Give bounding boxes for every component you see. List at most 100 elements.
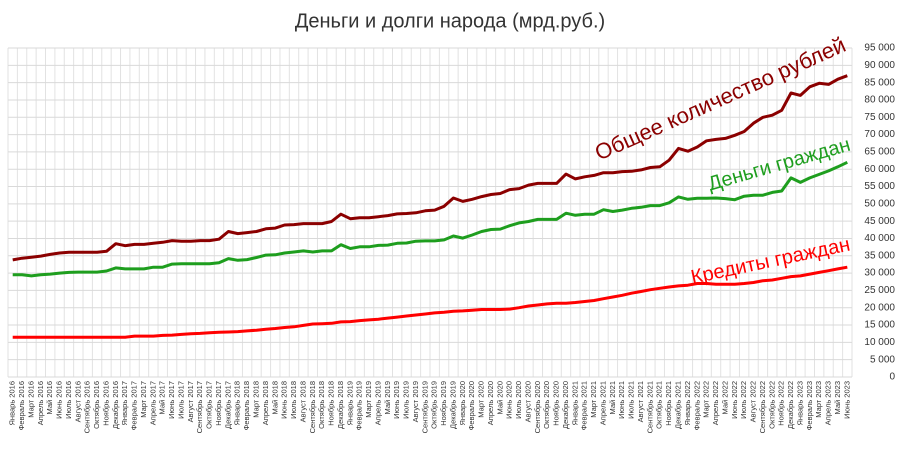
x-tick-label: Март 2019	[364, 381, 373, 418]
x-tick-label: Январь 2019	[345, 381, 354, 425]
x-tick-label: Ноябрь 2020	[552, 381, 561, 426]
x-tick-label: Март 2022	[702, 381, 711, 418]
x-tick-label: Март 2016	[26, 381, 35, 418]
y-tick-label: 40 000	[864, 233, 895, 244]
x-tick-label: Май 2023	[833, 381, 842, 414]
x-tick-label: Декабрь 2020	[561, 381, 570, 429]
x-tick-label: Октябрь 2022	[767, 381, 776, 429]
x-tick-label: Декабрь 2017	[223, 381, 232, 429]
x-tick-label: Апрель 2019	[373, 381, 382, 425]
x-tick-label: Апрель 2017	[148, 381, 157, 425]
x-tick-label: Ноябрь 2017	[214, 381, 223, 426]
x-tick-label: Август 2018	[298, 381, 307, 422]
x-tick-label: Октябрь 2018	[317, 381, 326, 429]
x-tick-label: Октябрь 2017	[205, 381, 214, 429]
x-tick-label: Апрель 2016	[36, 381, 45, 425]
x-tick-label: Июль 2022	[739, 381, 748, 419]
y-tick-label: 65 000	[864, 147, 895, 158]
x-tick-label: Апрель 2023	[824, 381, 833, 425]
x-tick-label: Январь 2018	[233, 381, 242, 425]
x-tick-label: Октябрь 2019	[430, 381, 439, 429]
x-tick-label: Июль 2020	[514, 381, 523, 419]
x-tick-label: Июнь 2021	[617, 381, 626, 419]
x-tick-label: Июнь 2017	[167, 381, 176, 419]
y-tick-label: 50 000	[864, 198, 895, 209]
x-tick-label: Февраль 2018	[242, 381, 251, 430]
x-tick-label: Ноябрь 2018	[327, 381, 336, 426]
series-line	[12, 160, 848, 278]
y-tick-label: 0	[889, 372, 895, 383]
x-tick-label: Сентябрь 2018	[308, 381, 317, 433]
x-tick-label: Март 2018	[251, 381, 260, 418]
y-tick-label: 25 000	[864, 285, 895, 296]
x-tick-label: Июль 2017	[176, 381, 185, 419]
y-tick-label: 70 000	[864, 129, 895, 140]
x-tick-label: Февраль 2016	[17, 381, 26, 430]
x-tick-label: Февраль 2017	[130, 381, 139, 430]
x-tick-label: Сентябрь 2016	[83, 381, 92, 433]
x-tick-label: Октябрь 2020	[542, 381, 551, 429]
x-tick-label: Июль 2021	[627, 381, 636, 419]
x-tick-label: Август 2017	[186, 381, 195, 422]
series-line	[12, 74, 848, 262]
x-tick-label: Апрель 2020	[486, 381, 495, 425]
x-tick-label: Март 2021	[589, 381, 598, 418]
x-tick-label: Май 2022	[720, 381, 729, 414]
x-tick-label: Январь 2021	[570, 381, 579, 425]
x-tick-label: Ноябрь 2022	[777, 381, 786, 426]
x-tick-label: Апрель 2021	[598, 381, 607, 425]
x-tick-label: Июнь 2022	[730, 381, 739, 419]
x-tick-label: Май 2018	[270, 381, 279, 414]
x-tick-label: Июль 2019	[402, 381, 411, 419]
x-tick-label: Июнь 2019	[392, 381, 401, 419]
x-tick-label: Февраль 2023	[805, 381, 814, 430]
y-tick-label: 80 000	[864, 95, 895, 106]
x-tick-label: Май 2021	[608, 381, 617, 414]
x-tick-label: Февраль 2022	[692, 381, 701, 430]
y-tick-label: 5 000	[870, 354, 895, 365]
x-tick-label: Май 2017	[158, 381, 167, 414]
x-tick-label: Август 2020	[523, 381, 532, 422]
x-tick-label: Апрель 2018	[261, 381, 270, 425]
x-tick-label: Декабрь 2019	[448, 381, 457, 429]
x-tick-label: Февраль 2020	[467, 381, 476, 430]
y-tick-label: 10 000	[864, 337, 895, 348]
x-tick-label: Июль 2016	[64, 381, 73, 419]
x-tick-label: Январь 2023	[795, 381, 804, 425]
chart-title: Деньги и долги народа (мрд.руб.)	[295, 10, 605, 32]
x-tick-label: Июль 2018	[289, 381, 298, 419]
x-tick-label: Октябрь 2016	[92, 381, 101, 429]
x-tick-label: Декабрь 2022	[786, 381, 795, 429]
y-tick-label: 15 000	[864, 320, 895, 331]
x-tick-label: Июнь 2016	[55, 381, 64, 419]
x-tick-label: Май 2016	[45, 381, 54, 414]
x-tick-label: Февраль 2019	[355, 381, 364, 430]
x-tick-label: Декабрь 2016	[111, 381, 120, 429]
y-tick-label: 60 000	[864, 164, 895, 175]
x-tick-label: Март 2023	[814, 381, 823, 418]
x-tick-label: Март 2017	[139, 381, 148, 418]
x-tick-label: Август 2019	[411, 381, 420, 422]
x-tick-label: Январь 2016	[8, 381, 17, 425]
x-tick-label: Ноябрь 2016	[101, 381, 110, 426]
y-tick-label: 95 000	[864, 43, 895, 54]
y-tick-label: 75 000	[864, 112, 895, 123]
y-tick-label: 30 000	[864, 268, 895, 279]
y-tick-label: 20 000	[864, 302, 895, 313]
x-tick-label: Декабрь 2021	[673, 381, 682, 429]
x-tick-label: Август 2021	[636, 381, 645, 422]
x-tick-label: Март 2020	[477, 381, 486, 418]
x-tick-label: Сентябрь 2022	[758, 381, 767, 433]
x-tick-label: Январь 2017	[120, 381, 129, 425]
y-tick-label: 85 000	[864, 77, 895, 88]
x-tick-label: Ноябрь 2019	[439, 381, 448, 426]
x-tick-label: Август 2022	[749, 381, 758, 422]
x-tick-label: Апрель 2022	[711, 381, 720, 425]
x-tick-label: Июнь 2023	[842, 381, 851, 419]
x-tick-label: Декабрь 2018	[336, 381, 345, 429]
x-tick-label: Июнь 2018	[280, 381, 289, 419]
x-tick-label: Сентябрь 2020	[533, 381, 542, 433]
x-tick-label: Август 2016	[73, 381, 82, 422]
x-tick-label: Май 2019	[383, 381, 392, 414]
x-tick-label: Сентябрь 2017	[195, 381, 204, 433]
